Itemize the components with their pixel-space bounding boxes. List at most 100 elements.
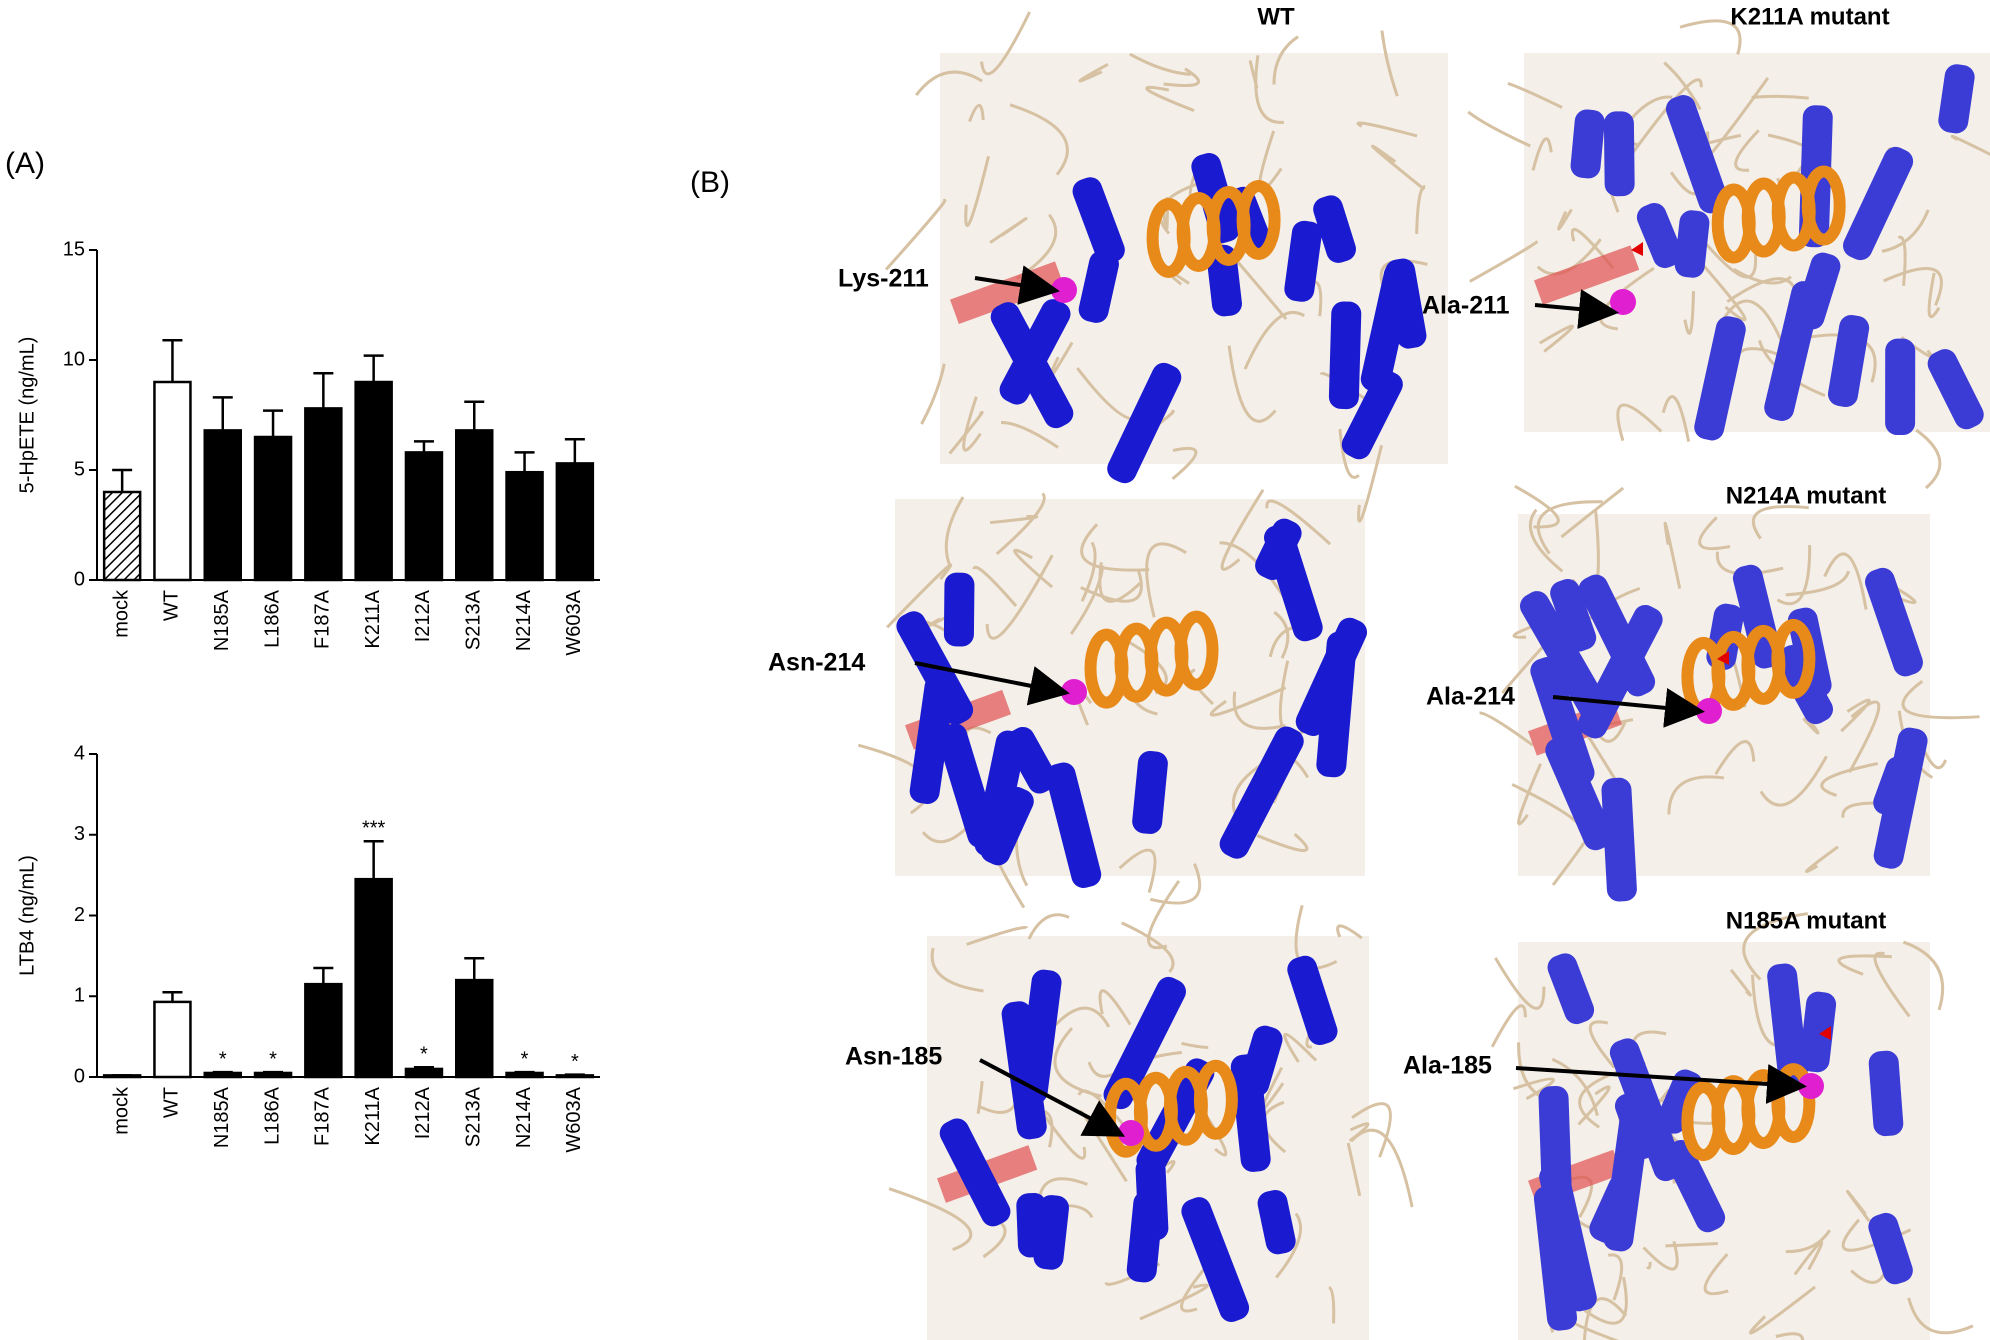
residue: [1798, 1073, 1824, 1099]
coil: [1577, 1085, 1611, 1126]
coil: [1805, 845, 1839, 874]
coil: [1629, 95, 1673, 121]
coil: [930, 947, 984, 993]
coil: [1696, 233, 1758, 279]
coil: [1793, 1240, 1824, 1276]
coil: [1560, 486, 1625, 539]
coil: [1927, 272, 1941, 319]
helix: [1663, 1140, 1726, 1233]
coil: [1346, 1142, 1362, 1197]
coil: [1714, 740, 1756, 775]
coil: [1219, 541, 1285, 597]
coil: [1531, 137, 1553, 171]
y-tick-label: 4: [74, 742, 85, 764]
bar: [354, 380, 393, 582]
coil: [1642, 1240, 1679, 1271]
coil: [1328, 1285, 1336, 1324]
coil: [1661, 395, 1691, 442]
bar: [102, 490, 142, 582]
residue-label: Ala-211: [1422, 292, 1510, 320]
y-tick-label: 3: [74, 823, 85, 845]
helix: [1072, 177, 1125, 265]
coil: [966, 926, 1029, 946]
coil: [1915, 428, 1942, 490]
helix: [1927, 349, 1984, 430]
coil: [972, 565, 1018, 608]
helix: [1603, 111, 1635, 197]
coil: [1883, 266, 1943, 306]
x-tick-label: K211A: [362, 589, 384, 648]
residue: [1051, 277, 1077, 303]
error-bar: [263, 409, 284, 437]
marker: [1717, 651, 1729, 665]
helix: [1578, 574, 1656, 697]
coil: [1069, 565, 1105, 635]
error-bar: [413, 440, 434, 453]
coil: [927, 615, 947, 628]
arrow: [1552, 687, 1705, 728]
coil: [1607, 1253, 1624, 1301]
coil: [1145, 542, 1187, 618]
coil: [1272, 35, 1299, 85]
coil: [1683, 291, 1696, 335]
y-tick-label: 15: [63, 238, 85, 260]
coil: [1703, 1253, 1729, 1296]
coil: [1275, 1212, 1303, 1279]
x-tick-label: I212A: [412, 589, 434, 642]
error-bar: [514, 451, 535, 473]
helix: [1257, 1190, 1296, 1255]
bar: [404, 1067, 444, 1079]
significance: *: [420, 1044, 428, 1066]
residue-label: Lys-211: [838, 265, 929, 293]
arrow: [1515, 1064, 1807, 1104]
helix: [1284, 220, 1322, 302]
x-tick-label: W603A: [563, 1086, 585, 1152]
y-tick-label: 0: [74, 568, 85, 590]
helix: [1868, 1212, 1913, 1285]
coil: [1220, 488, 1265, 571]
helix: [1538, 1085, 1572, 1196]
error-bar: [564, 1073, 585, 1076]
helix: [1656, 1069, 1703, 1134]
coil: [962, 396, 982, 452]
coil: [1338, 428, 1360, 479]
coil: [888, 1187, 973, 1251]
coil: [1256, 832, 1309, 852]
coil: [1149, 863, 1202, 905]
y-tick-label: 1: [74, 985, 85, 1007]
orange-helix: [1801, 165, 1846, 246]
coil: [1897, 235, 1907, 286]
y-tick-label: 0: [74, 1065, 85, 1087]
residue-label: Ala-185: [1403, 1052, 1492, 1080]
error-bar: [564, 437, 585, 464]
x-tick-label: S213A: [463, 589, 485, 650]
y-tick-label: 2: [74, 904, 85, 926]
coil: [886, 563, 953, 629]
residue: [1610, 289, 1636, 315]
error-bar: [212, 1070, 233, 1074]
bar: [505, 1071, 544, 1079]
helix: [1078, 250, 1119, 323]
panel-label: (B): [690, 166, 730, 199]
x-tick-label: S213A: [463, 1086, 485, 1147]
coil: [985, 554, 1054, 640]
x-tick-label: WT: [161, 1087, 183, 1118]
coil: [1514, 484, 1560, 529]
coil: [1009, 103, 1069, 176]
helix: [1694, 316, 1746, 441]
coil: [1336, 924, 1363, 940]
arrow: [974, 265, 1060, 305]
helix: [1103, 976, 1186, 1110]
x-tick-label: N214A: [513, 589, 535, 651]
marker: [1631, 242, 1643, 256]
helix: [1045, 762, 1102, 888]
coil: [1749, 1285, 1816, 1335]
coil: [1729, 968, 1752, 997]
x-tick-label: mock: [110, 589, 132, 638]
strand: [1534, 245, 1640, 305]
coil: [1351, 1102, 1392, 1158]
coil: [1734, 129, 1760, 172]
helix: [1938, 64, 1975, 134]
coil: [980, 11, 1031, 76]
